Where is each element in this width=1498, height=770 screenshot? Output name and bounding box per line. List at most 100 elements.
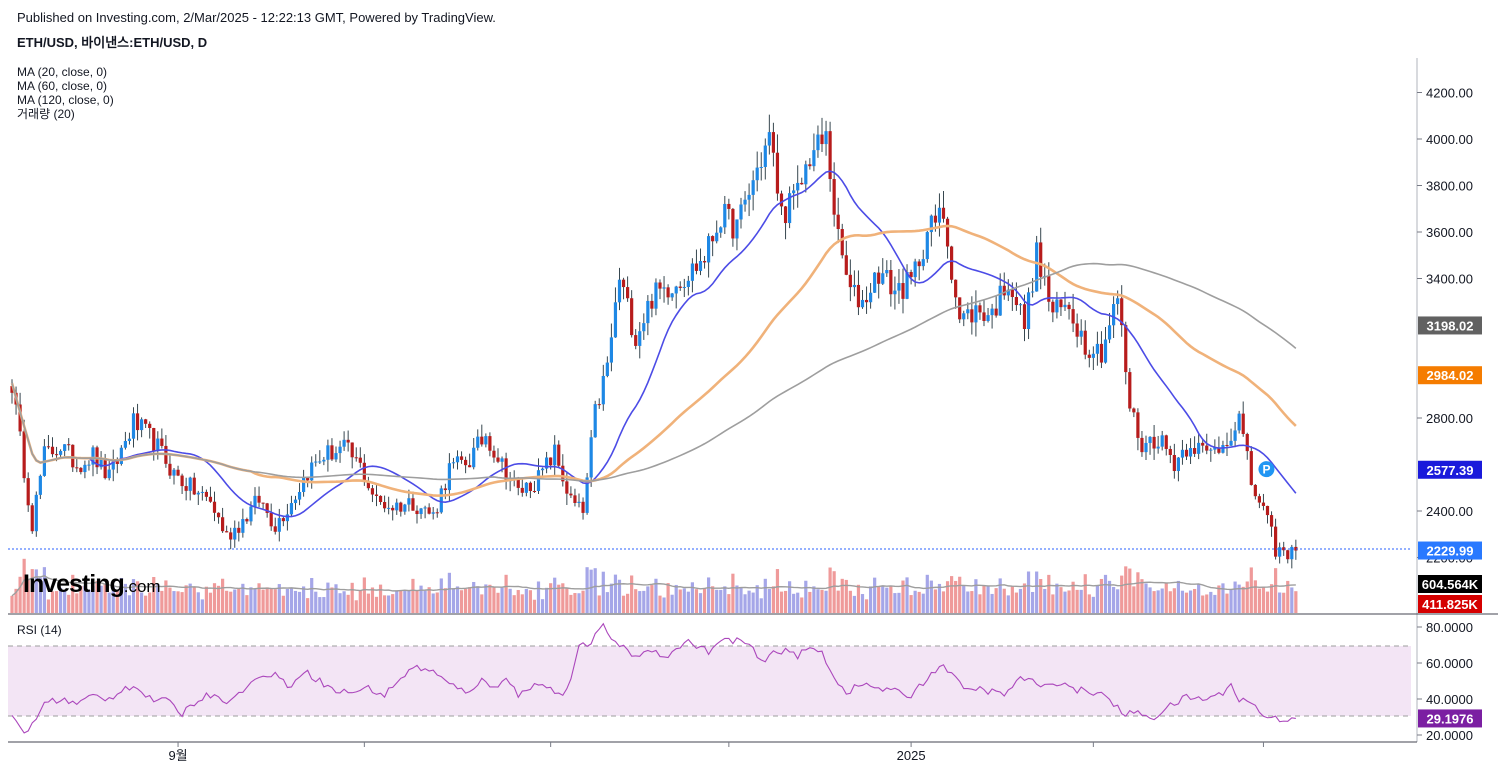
volume-bar <box>828 567 832 613</box>
candle-body <box>1176 457 1180 472</box>
candle-body <box>1184 449 1189 457</box>
candle-body <box>735 219 739 239</box>
volume-bar <box>107 592 111 613</box>
candle-body <box>310 462 314 481</box>
candle-body <box>22 431 26 479</box>
candle-body <box>613 302 618 338</box>
volume-bar <box>1286 580 1290 613</box>
candle-body <box>289 503 294 515</box>
volume-bar <box>1026 571 1031 613</box>
price-tags: 3198.02 2984.02 2577.39 2229.99 604.564K 411.… <box>1418 316 1482 728</box>
volume-bar <box>735 585 739 613</box>
candle-body <box>370 488 375 495</box>
volume-bar <box>156 584 160 613</box>
tag-volume-bg <box>1418 595 1482 613</box>
candle-body <box>528 482 532 491</box>
candle-body <box>982 312 986 321</box>
candle-body <box>366 481 370 489</box>
volume-bar <box>229 591 233 613</box>
candle-body <box>1099 343 1104 363</box>
legend-ma120[interactable]: MA (120, close, 0) <box>17 93 114 107</box>
rsi-series <box>11 622 1296 734</box>
volume-bar <box>634 589 638 613</box>
volume-bar <box>698 593 703 613</box>
candle-body <box>144 419 148 424</box>
volume-bar <box>1132 586 1136 613</box>
volume-bar <box>747 590 751 613</box>
candle-body <box>1229 440 1233 446</box>
tag-volume-ma-bg <box>1418 575 1482 593</box>
volume-bar <box>702 587 707 613</box>
candle-body <box>1144 442 1148 453</box>
volume-bar <box>646 586 650 613</box>
volume-bar <box>545 587 549 613</box>
volume-bar <box>439 578 443 613</box>
volume-bar <box>302 586 306 613</box>
legend-ma20[interactable]: MA (20, close, 0) <box>17 65 108 79</box>
volume-bar <box>131 579 136 613</box>
volume-bar <box>1136 572 1140 613</box>
volume-bar <box>994 588 998 613</box>
candle-body <box>225 531 229 533</box>
candle-body <box>168 463 172 476</box>
volume-bar <box>111 586 115 613</box>
volume-bar <box>95 580 99 613</box>
candle-body <box>763 145 767 168</box>
volume-bar <box>176 591 180 613</box>
volume-bar <box>403 590 407 613</box>
legend-ma60[interactable]: MA (60, close, 0) <box>17 79 108 93</box>
volume-bar <box>723 586 727 613</box>
volume-bar <box>767 588 771 613</box>
candle-body <box>516 479 520 488</box>
volume-bar <box>1197 584 1201 613</box>
volume-bar <box>860 594 865 613</box>
volume-bar <box>1237 584 1241 613</box>
candle-body <box>75 467 79 469</box>
candle-body <box>1071 309 1075 324</box>
candle-body <box>1172 455 1176 472</box>
volume-bar <box>621 595 626 613</box>
volume-bar <box>707 577 711 613</box>
volume-bar <box>358 590 362 613</box>
rsi-legend[interactable]: RSI (14) <box>17 623 62 637</box>
volume-bar <box>1112 586 1116 613</box>
candle-body <box>50 446 55 455</box>
candle-body <box>1095 343 1099 354</box>
candle-body <box>1059 299 1063 308</box>
candle-body <box>277 518 281 532</box>
volume-bar <box>528 590 532 613</box>
volume-bar <box>322 597 326 613</box>
candle-body <box>1164 435 1168 449</box>
ma60-line <box>10 224 1297 497</box>
rsi-tick-label: 60.0000 <box>1426 656 1473 671</box>
candle-body <box>836 214 840 230</box>
volume-bar <box>212 583 217 613</box>
volume-bar <box>431 593 435 613</box>
volume-bar <box>674 584 678 613</box>
candle-body <box>561 465 565 482</box>
candle-body <box>306 477 310 481</box>
candle-body <box>1274 526 1278 557</box>
candle-body <box>909 272 913 278</box>
candle-body <box>342 439 346 447</box>
candle-body <box>152 428 156 452</box>
volume-bar <box>816 589 820 613</box>
price-tick-label: 3600.00 <box>1426 225 1473 240</box>
candle-body <box>707 236 711 263</box>
legend-volume[interactable]: 거래량 (20) <box>17 107 75 121</box>
volume-bar <box>1059 587 1063 613</box>
volume-bar <box>804 580 808 613</box>
candle-body <box>654 282 658 309</box>
candle-body <box>617 279 622 303</box>
tag-volume-ma: 604.564K <box>1422 577 1479 592</box>
volume-bar <box>14 588 18 613</box>
volume-bar <box>54 591 59 613</box>
candle-body <box>1213 447 1217 450</box>
volume-bar <box>204 586 208 613</box>
candle-body <box>419 508 423 515</box>
volume-bar <box>605 592 609 613</box>
candle-body <box>30 505 34 532</box>
price-tick-label: 3800.00 <box>1426 179 1473 194</box>
rsi-band <box>8 646 1411 716</box>
